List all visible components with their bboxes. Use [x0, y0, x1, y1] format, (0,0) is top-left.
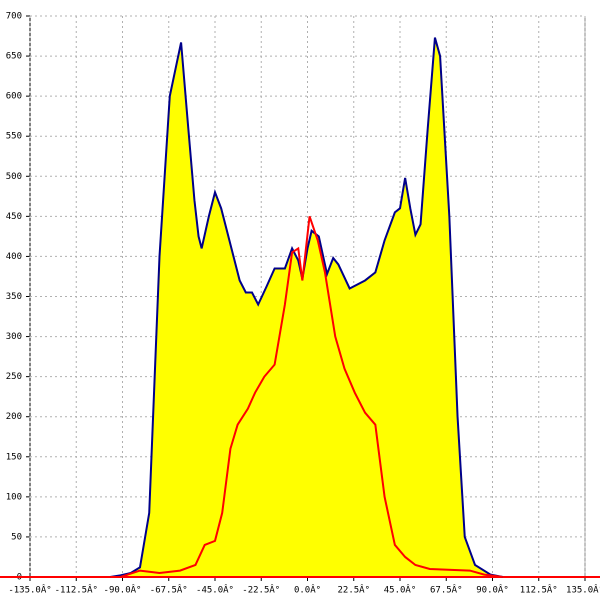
y-tick-label: 350 [6, 292, 22, 302]
x-tick-label: -90.0Â° [104, 584, 142, 596]
y-tick-label: 450 [6, 212, 22, 222]
x-tick-label: -22.5Â° [242, 584, 280, 596]
x-tick-label: -135.0Â° [8, 584, 51, 596]
y-tick-label: 300 [6, 332, 22, 342]
x-tick-label: 22.5Â° [337, 584, 370, 596]
x-tick-label: 67.5Â° [430, 584, 463, 596]
y-tick-label: 500 [6, 172, 22, 182]
y-tick-label: 600 [6, 92, 22, 102]
y-tick-label: 700 [6, 12, 22, 22]
x-tick-label: 90.0Â° [476, 584, 509, 596]
series-line [110, 216, 503, 578]
y-tick-label: 100 [6, 492, 22, 502]
x-tick-label: 112.5Â° [520, 584, 558, 596]
y-tick-label: 550 [6, 132, 22, 142]
y-tick-label: 200 [6, 412, 22, 422]
x-tick-label: 45.0Â° [384, 584, 417, 596]
x-tick-label: -112.5Â° [55, 584, 98, 596]
x-tick-label: -67.5Â° [150, 584, 188, 596]
x-tick-label: 135.0Â° [566, 584, 600, 596]
x-tick-label: -45.0Â° [196, 584, 234, 596]
area-fill [110, 37, 503, 578]
y-tick-label: 400 [6, 252, 22, 262]
y-tick-label: 650 [6, 52, 22, 62]
y-tick-label: 250 [6, 372, 22, 382]
x-tick-label: 0.0Â° [294, 584, 321, 596]
y-tick-label: 50 [11, 532, 22, 542]
y-tick-label: 150 [6, 452, 22, 462]
